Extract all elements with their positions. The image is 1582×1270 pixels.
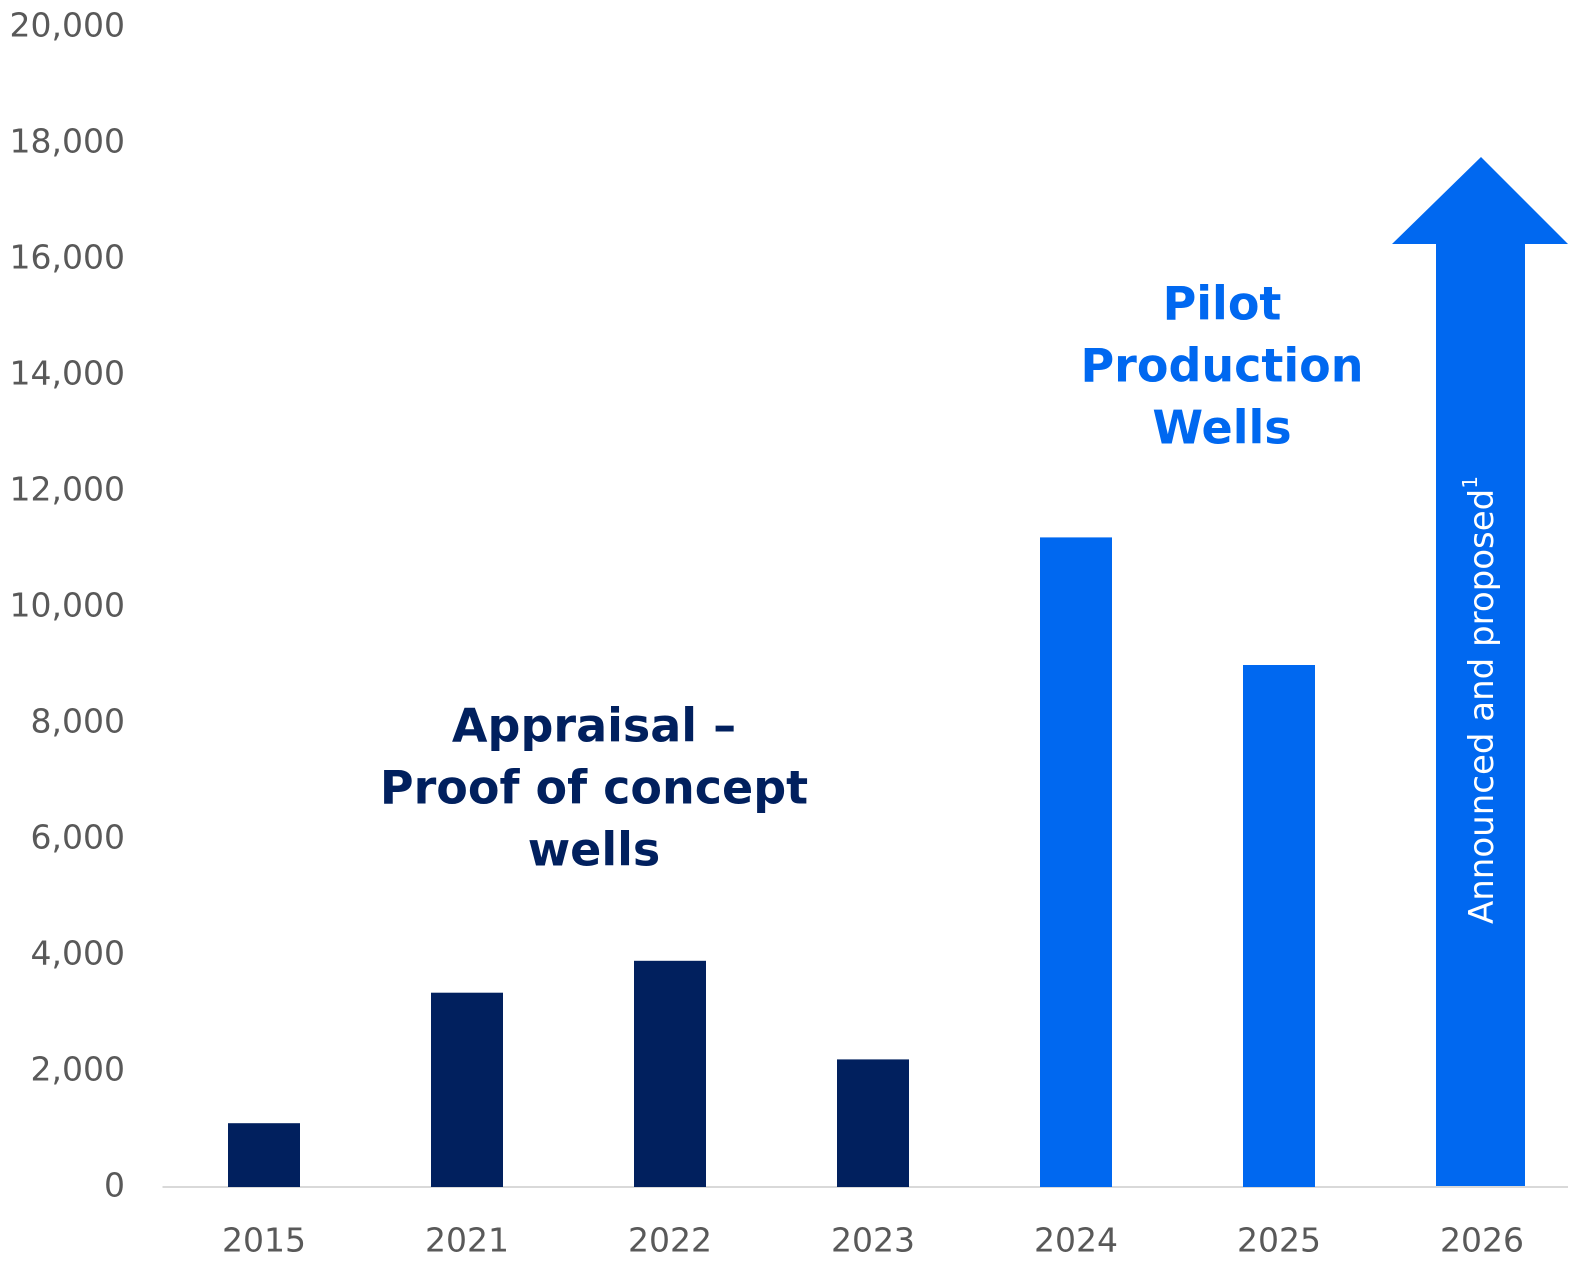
- x-tick-label: 2024: [1034, 1221, 1118, 1260]
- arrow-label: Announced and proposed1: [1458, 476, 1502, 924]
- y-tick-label: 12,000: [10, 470, 125, 509]
- y-tick-label: 4,000: [31, 934, 125, 973]
- bar: [1243, 665, 1315, 1187]
- growth-arrow: [1392, 157, 1568, 1187]
- x-tick-label: 2025: [1237, 1221, 1321, 1260]
- y-tick-label: 10,000: [10, 586, 125, 625]
- bar: [634, 960, 706, 1187]
- appraisal-label: wells: [528, 823, 661, 877]
- y-tick-label: 2,000: [31, 1050, 125, 1089]
- x-tick-label: 2021: [425, 1221, 509, 1260]
- appraisal-label: Proof of concept: [380, 761, 808, 815]
- bar: [228, 1123, 300, 1187]
- bar: [837, 1059, 909, 1187]
- pilot-label: Wells: [1152, 401, 1291, 455]
- appraisal-label: Appraisal –: [452, 699, 736, 753]
- bar: [431, 992, 503, 1187]
- y-tick-label: 8,000: [31, 702, 125, 741]
- y-tick-label: 20,000: [10, 6, 125, 45]
- footnote-marker: 1: [1458, 476, 1482, 489]
- x-tick-label: 2026: [1440, 1221, 1524, 1260]
- pilot-label: Production: [1080, 339, 1363, 393]
- pilot-label: Pilot: [1163, 277, 1282, 331]
- y-tick-label: 6,000: [31, 818, 125, 857]
- arrow-text: Announced and proposed: [1462, 489, 1502, 924]
- y-tick-label: 0: [104, 1166, 125, 1205]
- y-tick-label: 14,000: [10, 354, 125, 393]
- x-tick-label: 2023: [831, 1221, 915, 1260]
- x-tick-label: 2022: [628, 1221, 712, 1260]
- y-tick-label: 18,000: [10, 122, 125, 161]
- y-tick-label: 16,000: [10, 238, 125, 277]
- bar: [1040, 537, 1112, 1187]
- x-tick-label: 2015: [222, 1221, 306, 1260]
